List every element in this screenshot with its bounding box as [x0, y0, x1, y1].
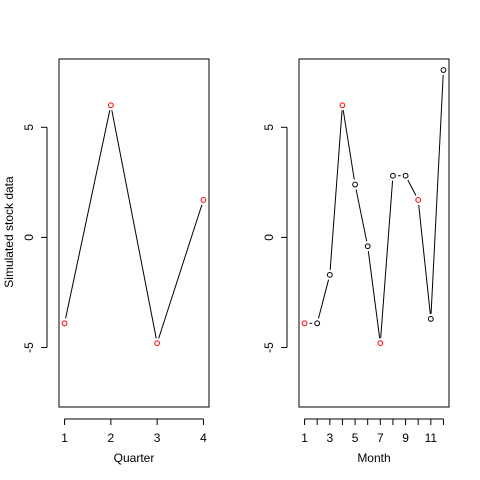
data-point [200, 197, 207, 203]
data-point [61, 320, 68, 327]
series-line-segment [65, 110, 111, 319]
y-tick-label: 5 [262, 124, 276, 131]
x-tick-label: 11 [425, 431, 438, 445]
x-axis-label: Quarter [114, 451, 155, 465]
data-point [352, 181, 358, 188]
series-line-segment [355, 189, 368, 242]
shared-y-axis-label: Simulated stock data [2, 176, 16, 288]
data-point [440, 67, 447, 73]
quarter-panel: -5 0 5 1 2 3 4 Quarter [22, 58, 210, 465]
data-point [301, 320, 308, 327]
series-line-segment [329, 110, 343, 270]
data-point [427, 315, 434, 322]
series-line-segment [317, 279, 330, 319]
data-point [326, 271, 333, 278]
data-point [154, 340, 161, 347]
x-tick-label: 1 [61, 431, 68, 445]
series-line-segment [418, 204, 431, 314]
x-tick-label: 3 [326, 431, 333, 445]
x-axis-label: Month [357, 451, 390, 465]
x-tick-label: 2 [108, 431, 115, 445]
y-tick-label: 0 [22, 234, 36, 241]
series-line-segment [407, 179, 417, 196]
y-tick-label: 5 [22, 124, 36, 131]
month-panel: -5 0 5 1 3 5 7 9 11 Month [262, 58, 450, 465]
x-tick-label: 4 [200, 431, 207, 445]
data-point [415, 197, 422, 203]
series-line-segment [380, 180, 394, 339]
y-tick-label: -5 [22, 342, 36, 353]
x-tick-label: 1 [301, 431, 308, 445]
series-line-segment [111, 110, 157, 339]
x-tick-label: 7 [377, 431, 384, 445]
series-line-segment [367, 251, 381, 339]
plot-frame [298, 58, 450, 408]
data-point [314, 320, 321, 327]
data-point [339, 102, 346, 109]
series-line-segment [158, 204, 203, 339]
data-point [364, 243, 371, 250]
data-point [402, 172, 409, 179]
plot-frame [58, 58, 210, 408]
data-point [107, 102, 114, 109]
x-tick-label: 3 [154, 431, 161, 445]
x-tick-label: 9 [402, 431, 409, 445]
y-tick-label: -5 [262, 342, 276, 353]
data-point [377, 340, 384, 347]
x-tick-label: 5 [352, 431, 359, 445]
data-point [390, 172, 396, 179]
series-line-segment [342, 110, 355, 180]
y-tick-label: 0 [262, 234, 276, 241]
series-line-segment [430, 74, 444, 314]
